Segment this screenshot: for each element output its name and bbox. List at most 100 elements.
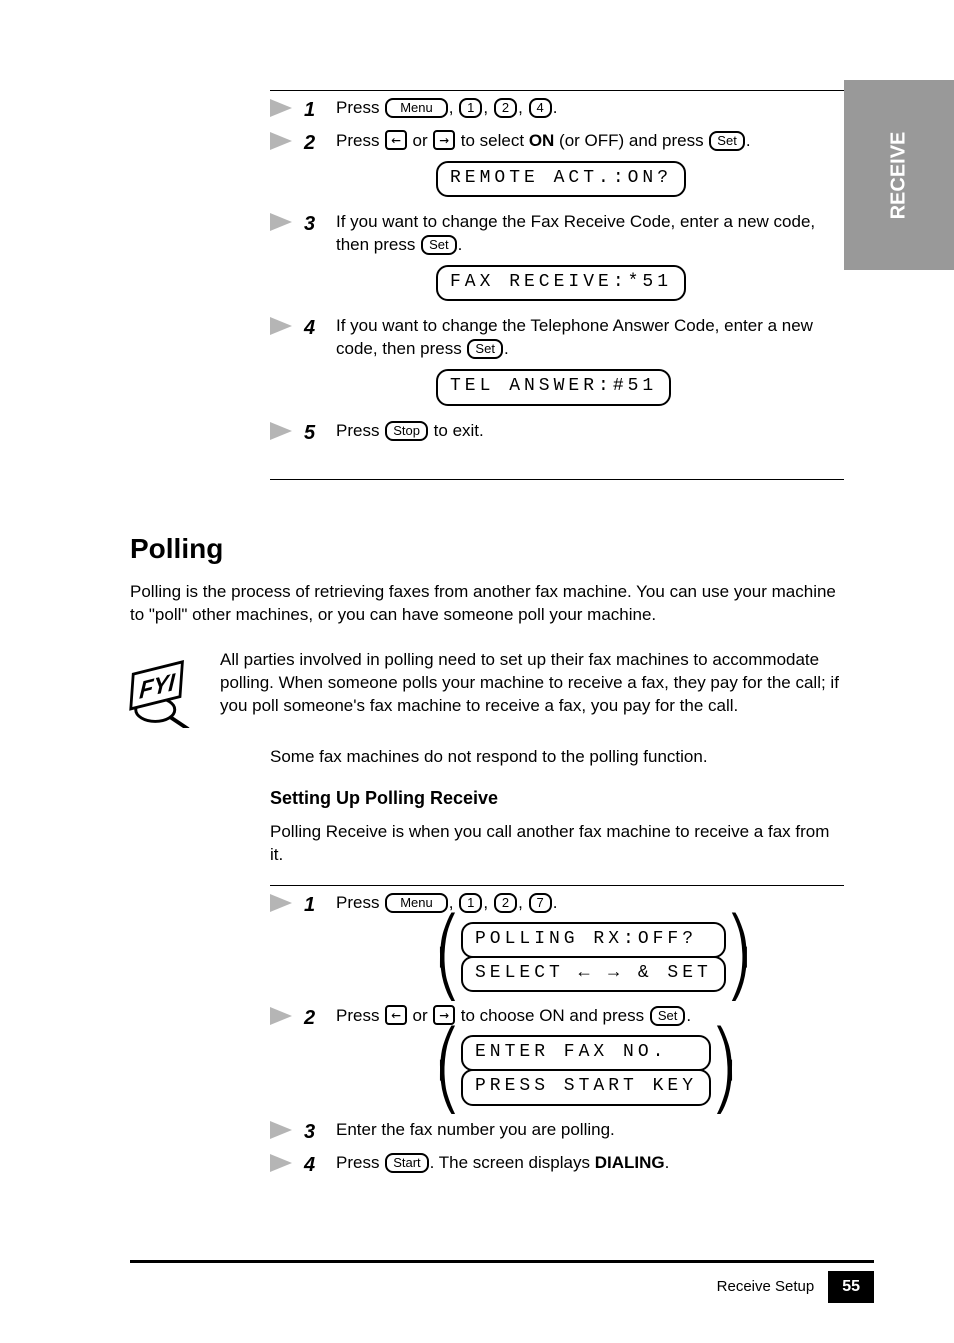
step-body: If you want to change the Fax Receive Co… bbox=[336, 211, 844, 309]
digit-key: 2 bbox=[494, 98, 517, 118]
text-bold: DIALING bbox=[595, 1153, 665, 1172]
text: Press bbox=[336, 131, 384, 150]
brace-icon: ⎞⎠ bbox=[713, 1036, 736, 1104]
text: Press bbox=[336, 421, 384, 440]
fyi-icon: FYI bbox=[126, 659, 204, 727]
step-body: Press ← or → to choose ON and press Set.… bbox=[336, 1005, 844, 1113]
digit-key: 1 bbox=[459, 98, 482, 118]
set-key: Set bbox=[467, 339, 503, 359]
lcd-display: SELECT ← → & SET bbox=[461, 956, 726, 992]
step-body: If you want to change the Telephone Answ… bbox=[336, 315, 844, 413]
step-number: 5 bbox=[304, 420, 324, 447]
step-row: 3 If you want to change the Fax Receive … bbox=[270, 211, 844, 309]
polling-para2: Polling Receive is when you call another… bbox=[270, 821, 844, 867]
polling-subhead: Setting Up Polling Receive bbox=[270, 786, 844, 810]
text: to exit. bbox=[434, 421, 484, 440]
step-row: 3 Enter the fax number you are polling. bbox=[270, 1119, 844, 1146]
step-marker-icon bbox=[270, 1007, 292, 1025]
divider bbox=[270, 90, 844, 91]
text: to choose ON and press bbox=[461, 1006, 649, 1025]
step-number: 1 bbox=[304, 892, 324, 919]
step-body: Press Start. The screen displays DIALING… bbox=[336, 1152, 844, 1175]
step-marker-icon bbox=[270, 1121, 292, 1139]
step-number: 1 bbox=[304, 97, 324, 124]
step-number: 2 bbox=[304, 1005, 324, 1032]
left-arrow-key: ← bbox=[385, 130, 407, 150]
text: If you want to change the Telephone Answ… bbox=[336, 316, 813, 358]
start-key: Start bbox=[385, 1153, 428, 1173]
step-marker-icon bbox=[270, 1154, 292, 1172]
menu-key: Menu bbox=[385, 98, 448, 118]
lcd-display: PRESS START KEY bbox=[461, 1069, 711, 1105]
step-row: 1 Press Menu, 1, 2, 7. ⎛⎝ POLLING RX:OFF… bbox=[270, 892, 844, 1000]
menu-key: Menu bbox=[385, 893, 448, 913]
text: . bbox=[553, 98, 558, 117]
left-arrow-key: ← bbox=[385, 1005, 407, 1025]
step-marker-icon bbox=[270, 99, 292, 117]
lcd-display: POLLING RX:OFF? bbox=[461, 922, 726, 958]
digit-key: 2 bbox=[494, 893, 517, 913]
text: If you want to change the Fax Receive Co… bbox=[336, 212, 815, 254]
set-key: Set bbox=[421, 235, 457, 255]
lcd-display: ENTER FAX NO. bbox=[461, 1035, 711, 1071]
set-key: Set bbox=[650, 1006, 686, 1026]
step-row: 1 Press Menu, 1, 2, 4. bbox=[270, 97, 844, 124]
step-marker-icon bbox=[270, 132, 292, 150]
lcd-display: TEL ANSWER:#51 bbox=[436, 369, 671, 405]
page-number-badge: 55 bbox=[828, 1271, 874, 1303]
footer-section-label: Receive Setup bbox=[717, 1277, 815, 1297]
divider bbox=[270, 479, 844, 480]
text: . bbox=[665, 1153, 670, 1172]
text: . bbox=[686, 1006, 691, 1025]
digit-key: 4 bbox=[529, 98, 552, 118]
polling-intro: Polling is the process of retrieving fax… bbox=[130, 581, 854, 627]
text: . bbox=[746, 131, 751, 150]
right-arrow-key: → bbox=[433, 130, 455, 150]
step-body: Enter the fax number you are polling. bbox=[336, 1119, 844, 1142]
step-body: Press ← or → to select ON (or OFF) and p… bbox=[336, 130, 844, 205]
polling-steps: Some fax machines do not respond to the … bbox=[270, 746, 844, 1179]
step-body: Press Menu, 1, 2, 7. ⎛⎝ POLLING RX:OFF? … bbox=[336, 892, 844, 1000]
polling-note: Some fax machines do not respond to the … bbox=[270, 746, 844, 769]
step-row: 4 If you want to change the Telephone An… bbox=[270, 315, 844, 413]
lcd-display: REMOTE ACT.:ON? bbox=[436, 161, 686, 197]
set-key: Set bbox=[709, 131, 745, 151]
digit-key: 7 bbox=[529, 893, 552, 913]
text-bold: ON bbox=[529, 131, 555, 150]
step-number: 3 bbox=[304, 1119, 324, 1146]
text: Press bbox=[336, 1153, 384, 1172]
text: . bbox=[458, 235, 463, 254]
brace-icon: ⎞⎠ bbox=[728, 923, 751, 991]
step-number: 3 bbox=[304, 211, 324, 238]
brace-icon: ⎛⎝ bbox=[436, 923, 459, 991]
text: to select bbox=[461, 131, 529, 150]
step-marker-icon bbox=[270, 317, 292, 335]
side-tab-label: RECEIVE bbox=[886, 131, 913, 219]
stop-key: Stop bbox=[385, 421, 428, 441]
step-body: Press Menu, 1, 2, 4. bbox=[336, 97, 844, 120]
text: Press bbox=[336, 98, 384, 117]
brace-icon: ⎛⎝ bbox=[436, 1036, 459, 1104]
fyi-text: All parties involved in polling need to … bbox=[220, 649, 854, 718]
right-arrow-key: → bbox=[433, 1005, 455, 1025]
step-number: 4 bbox=[304, 315, 324, 342]
text: Press bbox=[336, 1006, 384, 1025]
step-body: Press Stop to exit. bbox=[336, 420, 844, 443]
divider bbox=[270, 885, 844, 886]
side-tab: RECEIVE bbox=[844, 80, 954, 270]
text: . bbox=[504, 339, 509, 358]
digit-key: 1 bbox=[459, 893, 482, 913]
step-marker-icon bbox=[270, 894, 292, 912]
step-number: 4 bbox=[304, 1152, 324, 1179]
text: (or OFF) and press bbox=[554, 131, 708, 150]
step-row: 4 Press Start. The screen displays DIALI… bbox=[270, 1152, 844, 1179]
text: Enter the fax number you are polling. bbox=[336, 1120, 615, 1139]
step-row: 2 Press ← or → to choose ON and press Se… bbox=[270, 1005, 844, 1113]
lcd-display: FAX RECEIVE:*51 bbox=[436, 265, 686, 301]
text: Press bbox=[336, 893, 384, 912]
step-marker-icon bbox=[270, 213, 292, 231]
step-row: 2 Press ← or → to select ON (or OFF) and… bbox=[270, 130, 844, 205]
text: . The screen displays bbox=[430, 1153, 595, 1172]
page-footer: Receive Setup 55 bbox=[0, 1260, 954, 1303]
step-row: 5 Press Stop to exit. bbox=[270, 420, 844, 447]
